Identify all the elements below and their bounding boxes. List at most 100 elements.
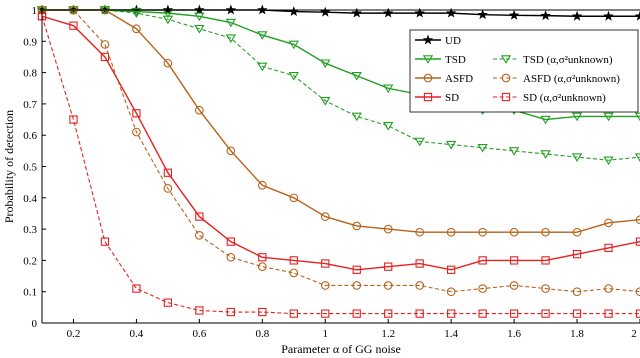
data-point [100,52,110,62]
data-point [195,212,204,221]
series-line [42,9,640,233]
data-point [571,153,583,162]
legend-label: TSD [445,54,466,66]
data-point [257,62,268,72]
data-point [163,168,173,177]
data-point [163,184,173,193]
data-point [478,309,487,318]
data-point [384,309,393,318]
data-point [383,281,393,290]
data-point [289,268,299,278]
data-point [352,265,361,274]
data-point [226,307,235,317]
data-point [226,237,235,246]
data-point [258,253,267,262]
data-point [446,287,456,297]
data-point [445,7,457,18]
legend-marker [500,55,512,64]
data-point [446,227,456,237]
legend: UD TSD TSD (α,σ²unknown) ASFD ASFD (α,σ²unkn… [409,29,639,113]
y-axis-label: Probability of detection [2,110,16,223]
series-6 [37,12,640,318]
data-point [478,256,487,265]
series-line [41,16,640,315]
y-tick-label: 0.6 [23,130,37,142]
data-point [69,115,78,124]
data-point [258,307,267,317]
x-tick-label: 1.2 [381,328,395,340]
data-point [383,224,393,234]
data-point [288,71,299,81]
legend-marker [422,34,434,45]
data-point [540,10,551,21]
y-tick-label: 0.2 [23,255,37,267]
data-point [288,40,299,50]
data-point [604,243,613,253]
data-point [634,112,640,122]
data-point [321,259,330,268]
data-point [195,231,204,240]
data-point [132,284,141,293]
data-point [415,281,425,290]
data-point [320,59,331,69]
data-point [132,24,141,34]
data-point [131,7,142,17]
data-point [257,262,267,272]
series-3 [37,12,640,274]
data-point [289,309,298,318]
legend-marker [423,92,433,102]
y-tick-label: 0 [32,318,38,330]
data-point [69,21,78,30]
data-point [257,180,267,190]
legend-item: TSD (α,σ²unknown) [493,54,613,66]
data-point [351,7,362,18]
series-2 [37,5,640,237]
legend-label: ASFD [445,73,473,85]
data-point [100,40,110,49]
data-point [508,147,520,156]
data-point [509,281,519,290]
data-point [447,265,456,274]
y-tick-label: 1 [32,5,38,17]
data-point [257,31,268,40]
y-tick-label: 0.4 [23,193,37,205]
data-point [445,140,457,150]
x-tick-label: 0.8 [255,328,269,340]
x-tick-label: 1.4 [444,328,458,340]
data-point [478,227,487,237]
data-point [225,18,237,28]
data-point [414,7,425,18]
data-point [603,112,614,122]
data-point [414,137,425,147]
data-point [226,252,236,262]
x-axis-label: Parameter α of GG noise [281,342,401,356]
data-point [509,227,519,237]
y-tick-label: 0.9 [23,36,37,48]
x-tick-label: 1 [323,328,329,340]
series-line [42,9,640,293]
data-point [351,71,362,81]
data-point [289,256,298,265]
data-point [226,146,236,156]
y-tick-label: 0.5 [23,162,37,174]
legend-marker [501,92,511,102]
data-point [100,237,110,246]
legend-item: TSD [415,54,466,66]
legend-label: ASFD (α,σ²unknown) [523,73,620,85]
legend-item: SD (α,σ²unknown) [493,92,606,104]
legend-label: SD [445,92,459,104]
data-point [383,7,394,18]
x-tick-label: 0.4 [130,328,144,340]
data-point [634,10,640,21]
data-point [321,309,330,318]
legend-marker [501,73,511,83]
data-point [383,84,394,94]
y-tick-label: 0.3 [23,224,37,236]
data-point [540,150,551,159]
data-point [634,153,640,162]
data-point [352,281,362,290]
data-point [635,287,640,297]
data-point [572,309,582,318]
series-5 [37,5,640,297]
